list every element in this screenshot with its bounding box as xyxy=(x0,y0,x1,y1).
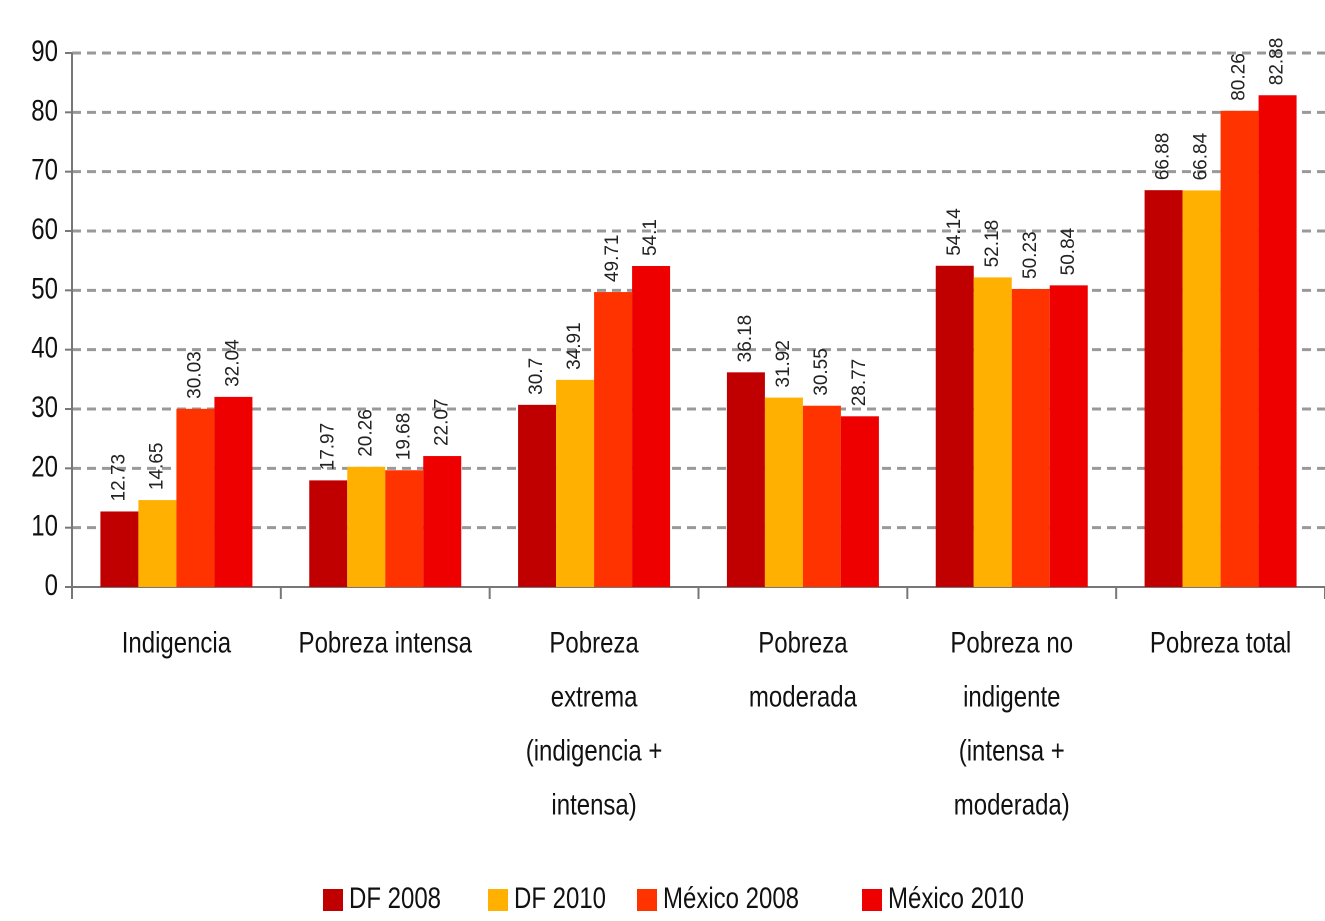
legend-label: DF 2010 xyxy=(514,880,606,914)
x-tick-line: Indigencia xyxy=(122,625,232,659)
y-tick-label: 20 xyxy=(31,449,58,483)
legend-label: DF 2008 xyxy=(349,880,441,914)
legend-label: México 2010 xyxy=(888,880,1024,914)
value-label: 17.97 xyxy=(317,423,338,471)
legend-swatch xyxy=(323,889,343,911)
value-label: 20.26 xyxy=(355,409,376,457)
legend-swatch xyxy=(637,889,657,911)
legend-label: México 2008 xyxy=(663,880,799,914)
bar xyxy=(973,277,1012,587)
bar xyxy=(1220,110,1259,588)
bar xyxy=(214,396,253,587)
bar xyxy=(1144,190,1183,588)
y-tick-label: 40 xyxy=(31,330,58,364)
value-label: 19.68 xyxy=(393,413,414,461)
value-label: 54.14 xyxy=(944,208,965,256)
x-tick-line: moderada) xyxy=(954,787,1070,821)
y-tick-label: 10 xyxy=(31,508,58,542)
x-tick-label: Indigencia xyxy=(122,625,232,659)
bar xyxy=(1258,95,1297,587)
x-tick-label: Pobreza extrema (indigencia + intensa) xyxy=(526,625,663,821)
x-tick-label: Pobreza no indigente (intensa + moderada) xyxy=(950,625,1073,821)
value-label: 30.7 xyxy=(526,358,547,395)
bar xyxy=(385,470,424,587)
value-label: 54.1 xyxy=(640,219,661,256)
bar xyxy=(1182,190,1221,587)
value-label: 80.26 xyxy=(1229,53,1250,101)
bar xyxy=(840,416,879,587)
bar xyxy=(764,397,803,587)
value-label: 82.88 xyxy=(1267,38,1288,86)
value-label: 49.71 xyxy=(602,235,623,283)
bar xyxy=(100,511,139,587)
x-tick-line: Pobreza xyxy=(549,625,639,659)
y-tick-label: 90 xyxy=(31,33,58,67)
x-tick-line: indigente xyxy=(963,679,1060,713)
value-label: 12.73 xyxy=(108,454,129,502)
value-label: 52.18 xyxy=(982,220,1003,268)
bar xyxy=(726,372,765,587)
y-tick-label: 70 xyxy=(31,152,58,186)
y-tick-label: 0 xyxy=(45,567,58,601)
y-tick-label: 60 xyxy=(31,211,58,245)
value-label: 50.84 xyxy=(1058,227,1079,275)
bar xyxy=(935,265,974,587)
bar xyxy=(1011,288,1050,587)
value-label: 30.55 xyxy=(811,348,832,396)
x-tick-line: intensa) xyxy=(551,787,636,821)
x-tick-label: Pobreza moderada xyxy=(749,625,858,713)
bar xyxy=(1049,285,1088,587)
bar xyxy=(347,466,386,587)
value-label: 66.88 xyxy=(1153,133,1174,181)
value-label: 30.03 xyxy=(184,351,205,399)
value-label: 28.77 xyxy=(849,359,870,407)
bar xyxy=(176,408,215,587)
bar xyxy=(594,292,633,587)
value-label: 22.07 xyxy=(431,399,452,447)
legend-swatch xyxy=(488,889,508,911)
x-tick-line: (indigencia + xyxy=(526,733,663,767)
x-tick-label: Pobreza total xyxy=(1150,625,1291,659)
value-label: 31.92 xyxy=(773,340,794,388)
value-label: 32.04 xyxy=(222,339,243,387)
value-label: 66.84 xyxy=(1191,132,1212,180)
x-tick-line: extrema xyxy=(551,679,638,713)
value-label: 36.18 xyxy=(735,315,756,363)
x-tick-line: (intensa + xyxy=(959,733,1065,767)
bar xyxy=(518,404,557,587)
bar xyxy=(802,405,841,587)
value-label: 14.65 xyxy=(146,443,167,491)
x-tick-line: Pobreza xyxy=(758,625,848,659)
x-tick-line: Pobreza no xyxy=(950,625,1073,659)
legend-swatch xyxy=(862,889,882,911)
bar xyxy=(309,480,348,587)
bar xyxy=(423,456,462,587)
value-label: 34.91 xyxy=(564,322,585,370)
bar xyxy=(632,266,671,587)
y-tick-label: 50 xyxy=(31,271,58,305)
x-tick-line: Pobreza total xyxy=(1150,625,1291,659)
value-label: 50.23 xyxy=(1020,231,1041,279)
bar xyxy=(556,379,595,587)
x-tick-line: Pobreza intensa xyxy=(299,625,473,659)
y-tick-label: 30 xyxy=(31,389,58,423)
x-tick-label: Pobreza intensa xyxy=(299,625,473,659)
bar xyxy=(138,500,177,587)
y-tick-label: 80 xyxy=(31,93,58,127)
x-tick-line: moderada xyxy=(749,679,858,713)
